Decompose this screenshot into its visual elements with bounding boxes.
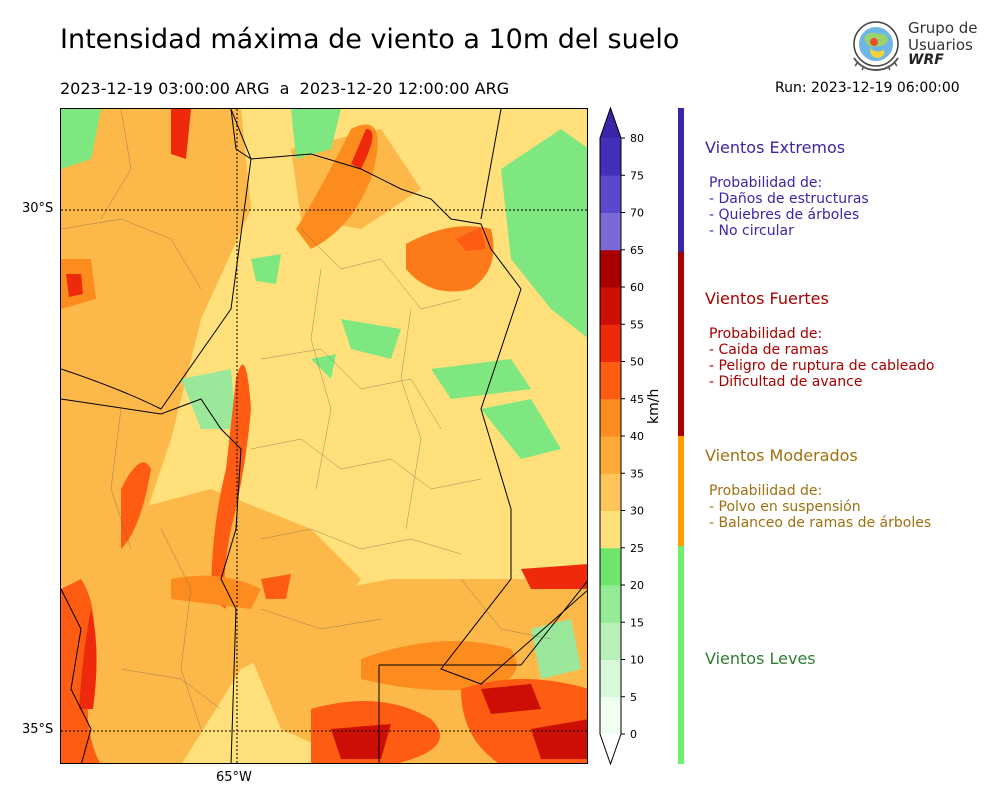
category-fuertes: Vientos Fuertes Probabilidad de: - Caida… xyxy=(705,289,934,390)
colorbar-segment xyxy=(600,659,621,698)
colorbar-tick-label: 80 xyxy=(630,132,644,145)
run-time: Run: 2023-12-19 06:00:00 xyxy=(775,80,960,96)
prob-item: - Caida de ramas xyxy=(709,342,829,358)
prob-item: - Quiebres de árboles xyxy=(709,207,860,223)
colorbar-tick-label: 35 xyxy=(630,467,644,480)
colorbar-tick-label: 70 xyxy=(630,207,644,220)
globe-logo-icon xyxy=(853,21,899,72)
grupo-usuarios-wrf-logo: Grupo de Usuarios WRF xyxy=(848,16,978,74)
colorbar-segment xyxy=(600,398,621,437)
prob-item: - Polvo en suspensión xyxy=(709,499,861,515)
colorbar-tick-label: 30 xyxy=(630,505,644,518)
colorbar-tick-label: 15 xyxy=(630,616,644,629)
colorbar-tick-label: 65 xyxy=(630,244,644,257)
colorbar-extend-max xyxy=(600,108,621,138)
category-probabilities: Probabilidad de: - Polvo en suspensión -… xyxy=(705,483,931,531)
wind-field-raster xyxy=(61,109,587,763)
colorbar-tick-label: 75 xyxy=(630,169,644,182)
colorbar-tick-label: 5 xyxy=(630,691,637,704)
forecast-period: 2023-12-19 03:00:00 ARG a 2023-12-20 12:… xyxy=(60,79,509,98)
colorbar-segment xyxy=(600,287,621,325)
legend-bar-leves xyxy=(678,546,684,764)
colorbar-segment xyxy=(600,324,621,362)
colorbar-tick-label: 40 xyxy=(630,430,644,443)
prob-title: Probabilidad de: xyxy=(709,326,823,342)
colorbar-segment xyxy=(600,510,621,549)
colorbar-tick-label: 50 xyxy=(630,356,644,369)
colorbar-segment xyxy=(600,696,621,735)
colorbar-segment xyxy=(600,361,621,400)
colorbar-segment xyxy=(600,175,621,213)
colorbar-tick-label: 60 xyxy=(630,281,644,294)
category-title: Vientos Leves xyxy=(705,649,816,668)
prob-item: - No circular xyxy=(709,223,794,239)
logo-text-line2: Usuarios xyxy=(908,36,973,54)
period-end: 2023-12-20 12:00:00 ARG xyxy=(299,79,510,98)
colorbar: 0 5 10 15 20 25 30 35 40 45 50 55 60 65 70 75 80 xyxy=(599,106,644,766)
period-start: 2023-12-19 03:00:00 ARG xyxy=(60,79,270,98)
category-moderados: Vientos Moderados Probabilidad de: - Pol… xyxy=(705,446,931,531)
prob-item: - Daños de estructuras xyxy=(709,191,869,207)
prob-title: Probabilidad de: xyxy=(709,483,823,499)
colorbar-segment xyxy=(600,473,621,511)
period-separator: a xyxy=(279,79,290,98)
colorbar-tick-label: 25 xyxy=(630,542,644,555)
logo-text-line1: Grupo de xyxy=(908,19,978,37)
lat-label-30s: 30°S xyxy=(22,201,54,216)
run-value: 2023-12-19 06:00:00 xyxy=(811,80,960,96)
map-title: Intensidad máxima de viento a 10m del su… xyxy=(60,24,680,55)
colorbar-tick-label: 55 xyxy=(630,318,644,331)
colorbar-segment xyxy=(600,249,621,288)
colorbar-tick-label: 10 xyxy=(630,654,644,667)
category-probabilities: Probabilidad de: - Daños de estructuras … xyxy=(705,175,869,239)
colorbar-segment xyxy=(600,212,621,251)
colorbar-segment xyxy=(600,547,621,586)
colorbar-segment xyxy=(600,436,621,474)
colorbar-tick-label: 0 xyxy=(630,728,637,741)
logo-text-line3: WRF xyxy=(908,52,944,68)
category-extremos: Vientos Extremos Probabilidad de: - Daño… xyxy=(705,138,869,239)
prob-item: - Dificultad de avance xyxy=(709,374,863,390)
run-label: Run: xyxy=(775,80,807,96)
legend-bar-fuertes xyxy=(678,252,684,436)
colorbar-segment xyxy=(600,585,621,623)
category-title: Vientos Fuertes xyxy=(705,289,829,308)
colorbar-segment xyxy=(600,138,621,176)
legend-bar-extremos xyxy=(678,108,684,252)
colorbar-tick-label: 45 xyxy=(630,393,644,406)
category-probabilities: Probabilidad de: - Caida de ramas - Peli… xyxy=(705,326,934,390)
legend-bar-moderados xyxy=(678,436,684,546)
colorbar-extend-min xyxy=(600,734,621,764)
category-title: Vientos Extremos xyxy=(705,138,846,157)
colorbar-segment xyxy=(600,622,621,660)
category-leves: Vientos Leves xyxy=(705,649,816,668)
colorbar-unit: km/h xyxy=(646,388,662,424)
prob-item: - Peligro de ruptura de cableado xyxy=(709,358,935,374)
prob-title: Probabilidad de: xyxy=(709,175,823,191)
category-title: Vientos Moderados xyxy=(705,446,858,465)
prob-item: - Balanceo de ramas de árboles xyxy=(709,515,932,531)
lat-label-35s: 35°S xyxy=(22,722,54,737)
colorbar-tick-label: 20 xyxy=(630,579,644,592)
lon-label-65w: 65°W xyxy=(216,770,252,785)
wind-map xyxy=(60,108,588,764)
